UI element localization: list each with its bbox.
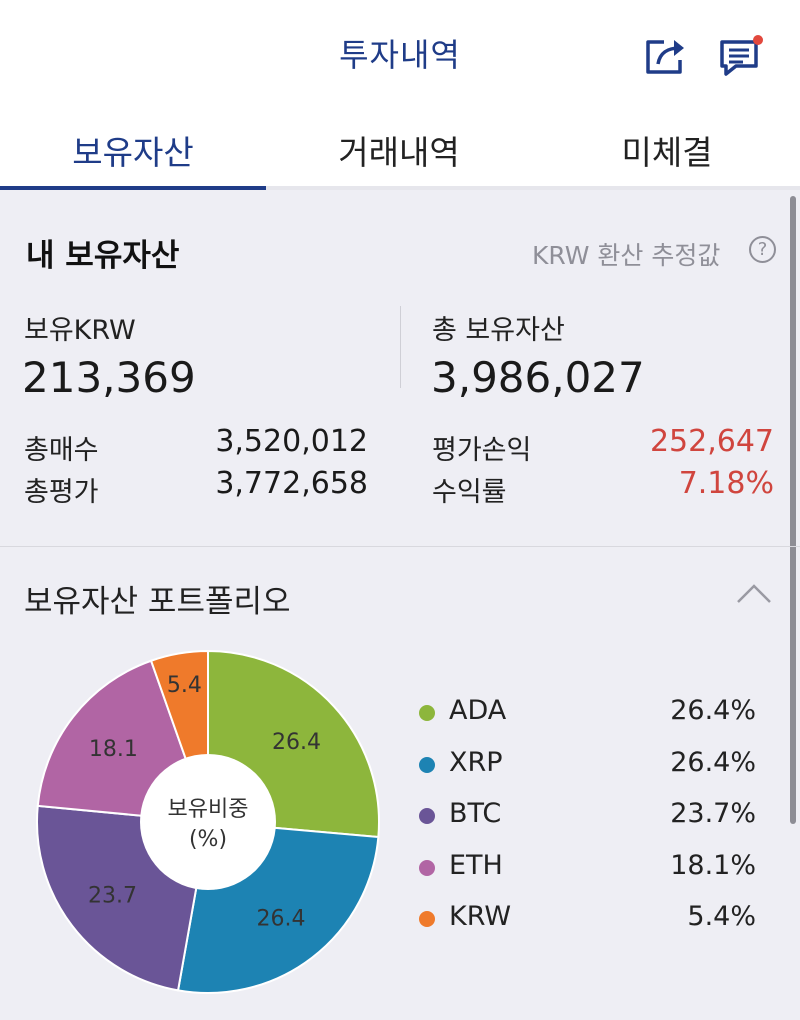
- portfolio-title: 보유자산 포트폴리오: [24, 584, 291, 620]
- legend-pct-btc: 23.7%: [670, 798, 756, 829]
- total-buy-value: 3,520,012: [215, 424, 368, 459]
- legend-name-xrp: XRP: [449, 746, 503, 778]
- active-tab-indicator: [0, 186, 266, 190]
- total-eval-label: 총평가: [24, 477, 99, 508]
- legend-name-krw: KRW: [449, 901, 512, 932]
- legend-dot-btc: [419, 808, 435, 824]
- return-rate-value: 7.18%: [678, 466, 774, 501]
- total-eval-value: 3,772,658: [215, 466, 368, 501]
- chevron-up-icon[interactable]: [736, 582, 772, 606]
- legend-name-eth: ETH: [449, 849, 503, 881]
- legend-dot-eth: [419, 859, 435, 876]
- slice-label-xrp: 26.4: [256, 906, 305, 931]
- held-krw-value: 213,369: [22, 353, 196, 402]
- legend-pct-ada: 26.4%: [670, 695, 756, 726]
- donut-center-unit: (%): [189, 827, 227, 852]
- legend-dot-xrp: [419, 756, 435, 773]
- legend-dot-ada: [419, 705, 435, 721]
- eval-pl-label: 평가손익: [432, 435, 532, 466]
- my-assets-title: 내 보유자산: [26, 238, 180, 274]
- slice-label-ada: 26.4: [272, 730, 321, 755]
- section-divider: [0, 546, 800, 547]
- legend-dot-krw: [419, 911, 435, 927]
- scrollbar[interactable]: [790, 196, 796, 824]
- total-assets-value: 3,986,027: [431, 353, 645, 402]
- tab-trade-history[interactable]: 거래내역: [338, 133, 460, 172]
- return-rate-label: 수익률: [432, 477, 507, 508]
- total-buy-label: 총매수: [24, 435, 99, 466]
- portfolio-donut-chart: 보유비중 (%) 26.4 26.4 23.7 18.1 5.4: [36, 649, 380, 994]
- tab-holdings[interactable]: 보유자산: [72, 133, 194, 172]
- donut-hole: [140, 754, 276, 890]
- divider: [400, 306, 401, 388]
- legend-name-btc: BTC: [449, 798, 502, 829]
- eval-pl-value: 252,647: [649, 424, 774, 459]
- total-assets-label: 총 보유자산: [432, 315, 565, 346]
- tab-bar: 보유자산 거래내역 미체결: [0, 108, 800, 190]
- notice-icon[interactable]: [718, 34, 766, 78]
- legend-pct-krw: 5.4%: [687, 901, 756, 932]
- help-icon[interactable]: ?: [749, 236, 776, 263]
- slice-label-btc: 23.7: [88, 884, 137, 909]
- krw-estimate-label: KRW 환산 추정값: [532, 241, 721, 270]
- slice-label-eth: 18.1: [89, 737, 138, 762]
- legend-name-ada: ADA: [449, 695, 507, 726]
- slice-label-krw: 5.4: [167, 673, 202, 698]
- tab-open-orders[interactable]: 미체결: [621, 133, 713, 172]
- notification-dot: [753, 35, 763, 45]
- legend-pct-xrp: 26.4%: [670, 746, 756, 778]
- share-icon[interactable]: [644, 34, 690, 76]
- top-bar: 투자내역: [0, 0, 800, 108]
- page-title: 투자내역: [339, 36, 461, 74]
- legend-pct-eth: 18.1%: [670, 849, 756, 881]
- donut-center-label: 보유비중: [168, 797, 249, 822]
- held-krw-label: 보유KRW: [24, 315, 136, 346]
